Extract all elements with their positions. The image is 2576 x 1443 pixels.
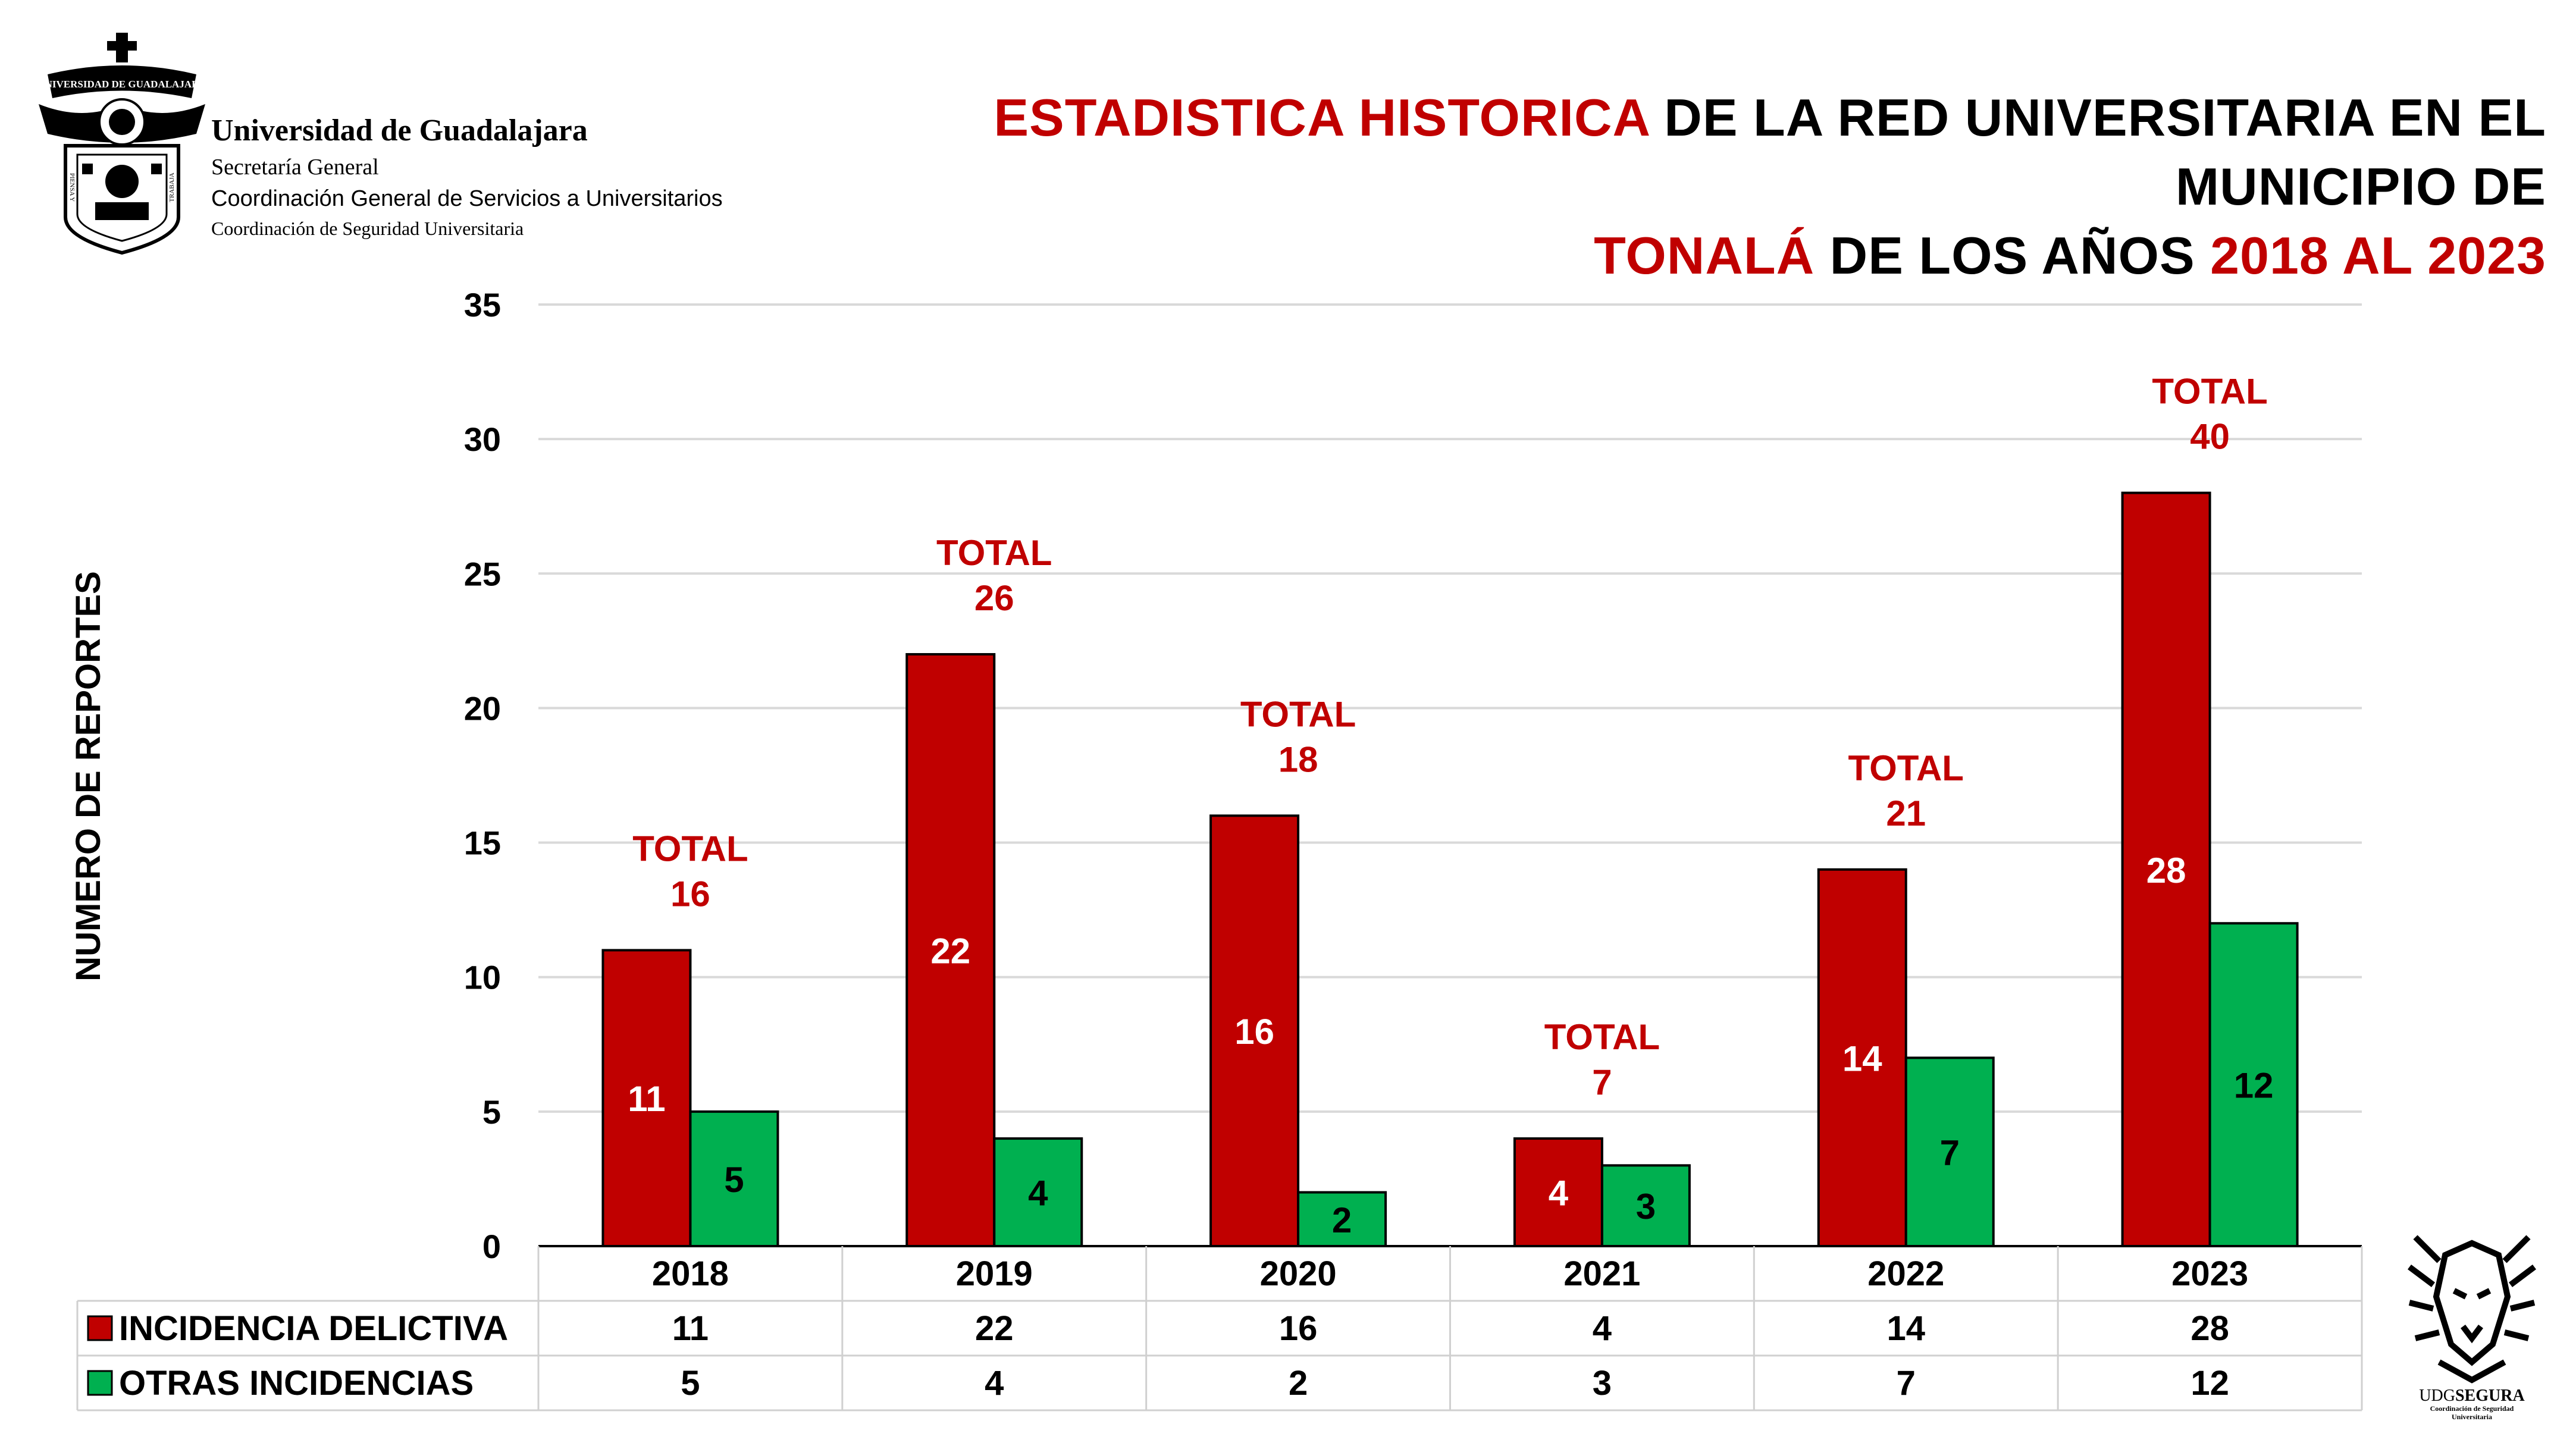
seal-motto-left: PIENSA Y xyxy=(68,173,76,202)
table-cell-otras: 4 xyxy=(985,1364,1004,1403)
institution-line3: Coordinación General de Servicios a Univ… xyxy=(211,186,723,211)
institution-header: Universidad de Guadalajara Secretaría Ge… xyxy=(211,113,723,240)
table-cell-incidencia: 28 xyxy=(2190,1309,2229,1348)
y-axis-title: NUMERO DE REPORTES xyxy=(69,571,108,981)
table-cell-incidencia: 22 xyxy=(975,1309,1014,1348)
x-tick-label: 2023 xyxy=(2171,1254,2248,1293)
x-tick-label: 2019 xyxy=(956,1254,1033,1293)
seal-ribbon-text: UNIVERSIDAD DE GUADALAJARA xyxy=(37,79,206,90)
y-tick-label: 25 xyxy=(464,555,501,592)
table-cell-incidencia: 16 xyxy=(1279,1309,1318,1348)
total-value: 16 xyxy=(670,874,710,914)
data-label-incidencia: 14 xyxy=(1842,1039,1882,1078)
table-cell-otras: 7 xyxy=(1897,1364,1916,1403)
table-cell-otras: 5 xyxy=(681,1364,700,1403)
university-seal-logo: UNIVERSIDAD DE GUADALAJARA PIENSA Y TRAB… xyxy=(37,33,206,255)
y-tick-label: 5 xyxy=(482,1093,501,1131)
bar-otras-incidencias xyxy=(993,1137,1083,1247)
cross-icon xyxy=(107,33,137,62)
total-value: 21 xyxy=(1886,793,1926,833)
legend-swatch xyxy=(87,1315,113,1341)
table-cell-incidencia: 11 xyxy=(672,1309,709,1348)
legend-swatch xyxy=(87,1370,113,1396)
institution-name: Universidad de Guadalajara xyxy=(211,114,588,148)
data-label-incidencia: 4 xyxy=(1549,1174,1569,1213)
institution-line4: Coordinación de Seguridad Universitaria xyxy=(211,218,524,239)
title-part5: 2018 AL 2023 xyxy=(2210,226,2546,285)
udg-segura-subtitle1: Coordinación de Seguridad xyxy=(2430,1404,2514,1413)
table-cell-otras: 2 xyxy=(1289,1364,1308,1403)
total-value: 26 xyxy=(974,578,1014,618)
data-label-otras: 4 xyxy=(1028,1174,1048,1213)
title-part3: TONALÁ xyxy=(1594,226,1815,285)
table-cell-otras: 3 xyxy=(1593,1364,1612,1403)
bar-incidencia-delictiva xyxy=(905,653,996,1247)
y-tick-label: 15 xyxy=(464,824,501,862)
bar-incidencia-delictiva xyxy=(2121,491,2211,1247)
total-label: TOTAL xyxy=(1544,1017,1660,1057)
title-part4: DE LOS AÑOS xyxy=(1815,226,2211,285)
x-tick-label: 2020 xyxy=(1260,1254,1337,1293)
data-label-otras: 2 xyxy=(1332,1200,1352,1240)
y-tick-label: 10 xyxy=(464,959,501,996)
data-label-incidencia: 11 xyxy=(628,1079,665,1119)
x-tick-label: 2018 xyxy=(652,1254,729,1293)
y-tick-label: 35 xyxy=(464,286,501,324)
legend-series-name: OTRAS INCIDENCIAS xyxy=(119,1364,474,1403)
bar-otras-incidencias xyxy=(2208,922,2299,1248)
total-value: 18 xyxy=(1278,739,1318,779)
legend-series-name: INCIDENCIA DELICTIVA xyxy=(119,1309,508,1348)
udg-segura-name-part2: SEGURA xyxy=(2455,1386,2525,1405)
table-cell-incidencia: 4 xyxy=(1593,1309,1612,1348)
data-label-otras: 12 xyxy=(2234,1066,2274,1106)
y-tick-label: 30 xyxy=(464,421,501,458)
total-value: 7 xyxy=(1592,1062,1612,1102)
data-label-incidencia: 16 xyxy=(1234,1012,1274,1052)
page-title: ESTADISTICA HISTORICA DE LA RED UNIVERSI… xyxy=(821,83,2546,290)
lion-icon xyxy=(2408,1235,2536,1384)
table-cell-otras: 12 xyxy=(2190,1364,2229,1403)
title-part1: ESTADISTICA HISTORICA xyxy=(994,88,1649,147)
institution-line2: Secretaría General xyxy=(211,155,379,180)
y-tick-label: 20 xyxy=(464,689,501,727)
table-cell-incidencia: 14 xyxy=(1886,1309,1925,1348)
udg-segura-subtitle2: Universitaria xyxy=(2452,1413,2492,1421)
x-tick-label: 2022 xyxy=(1867,1254,1944,1293)
total-value: 40 xyxy=(2190,417,2230,457)
bar-incidencia-delictiva xyxy=(1817,868,1907,1248)
total-label: TOTAL xyxy=(1848,748,1964,788)
data-label-otras: 7 xyxy=(1940,1133,1960,1173)
data-label-otras: 5 xyxy=(724,1160,744,1200)
udg-segura-logo: UDGSEGURA Coordinación de Seguridad Univ… xyxy=(2408,1235,2536,1421)
udg-segura-name-part1: UDG xyxy=(2419,1386,2455,1405)
x-tick-label: 2021 xyxy=(1563,1254,1640,1293)
data-label-otras: 3 xyxy=(1636,1187,1656,1226)
y-tick-label: 0 xyxy=(482,1228,501,1265)
data-label-incidencia: 22 xyxy=(930,931,970,971)
total-label: TOTAL xyxy=(2152,372,2267,412)
data-label-incidencia: 28 xyxy=(2146,851,2186,890)
total-label: TOTAL xyxy=(936,533,1052,573)
title-part2: DE LA RED UNIVERSITARIA EN EL MUNICIPIO … xyxy=(1649,88,2546,216)
total-label: TOTAL xyxy=(1240,694,1356,734)
seal-motto-right: TRABAJA xyxy=(168,172,176,202)
svg-text:UDGSEGURA: UDGSEGURA xyxy=(2419,1386,2525,1405)
bar-otras-incidencias xyxy=(1904,1056,1995,1248)
total-label: TOTAL xyxy=(632,829,748,868)
